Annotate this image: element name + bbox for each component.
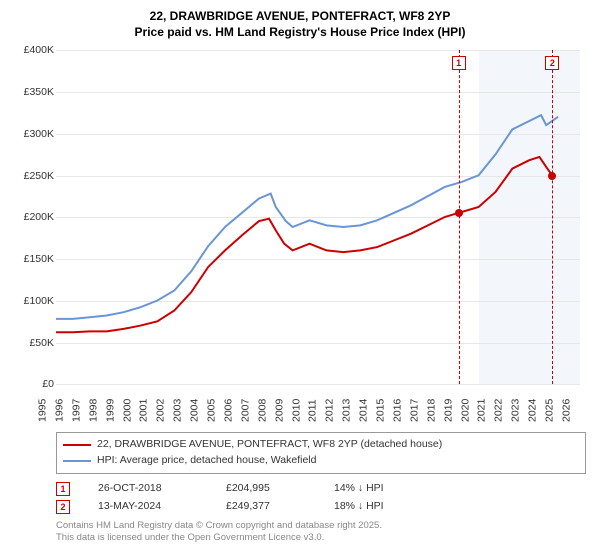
reference-line (552, 50, 553, 384)
legend-label: HPI: Average price, detached house, Wake… (97, 453, 316, 469)
x-tick-label: 2005 (205, 399, 217, 422)
x-tick-label: 2006 (222, 399, 234, 422)
legend-item: HPI: Average price, detached house, Wake… (63, 453, 579, 469)
y-tick-label: £250K (10, 170, 54, 182)
chart-area: £0 £50K £100K £150K £200K £250K £300K £350K £400… (10, 46, 590, 426)
transaction-row: 2 13-MAY-2024 £249,377 18% ↓ HPI (10, 498, 590, 516)
y-tick-label: £150K (10, 253, 54, 265)
plot-region: 12 (56, 50, 580, 384)
x-tick-label: 2021 (476, 399, 488, 422)
marker-badge: 1 (452, 56, 466, 70)
x-tick-label: 2010 (290, 399, 302, 422)
x-tick-label: 2001 (138, 399, 150, 422)
transaction-delta: 18% ↓ HPI (334, 498, 384, 516)
y-tick-label: £50K (10, 337, 54, 349)
x-tick-label: 2013 (341, 399, 353, 422)
x-tick-label: 2008 (256, 399, 268, 422)
series-hpi (56, 116, 558, 320)
x-tick-label: 2023 (510, 399, 522, 422)
title-line-1: 22, DRAWBRIDGE AVENUE, PONTEFRACT, WF8 2… (10, 8, 590, 24)
x-tick-label: 2014 (357, 399, 369, 422)
transaction-price: £204,995 (226, 480, 306, 498)
transaction-price: £249,377 (226, 498, 306, 516)
x-tick-label: 2015 (374, 399, 386, 422)
transaction-badge: 1 (56, 482, 70, 496)
x-tick-label: 2002 (155, 399, 167, 422)
x-tick-label: 2024 (527, 399, 539, 422)
marker-dot (548, 172, 556, 180)
x-tick-label: 2019 (442, 399, 454, 422)
x-tick-label: 2000 (121, 399, 133, 422)
x-tick-label: 2020 (459, 399, 471, 422)
marker-dot (455, 209, 463, 217)
footnote-line-1: Contains HM Land Registry data © Crown c… (56, 520, 590, 532)
transaction-date: 13-MAY-2024 (98, 498, 198, 516)
x-tick-label: 1996 (53, 399, 65, 422)
transaction-delta: 14% ↓ HPI (334, 480, 384, 498)
x-tick-label: 2026 (560, 399, 572, 422)
transaction-badge: 2 (56, 500, 70, 514)
bottom-panel: 22, DRAWBRIDGE AVENUE, PONTEFRACT, WF8 2… (10, 432, 590, 544)
y-tick-label: £400K (10, 44, 54, 56)
line-series-svg (56, 50, 580, 384)
x-tick-label: 2022 (493, 399, 505, 422)
series-property (56, 157, 552, 332)
y-tick-label: £350K (10, 86, 54, 98)
x-tick-label: 2012 (324, 399, 336, 422)
x-tick-label: 2011 (307, 400, 319, 423)
x-tick-label: 2018 (425, 399, 437, 422)
legend-swatch (63, 444, 91, 446)
x-tick-label: 1998 (87, 399, 99, 422)
legend-swatch (63, 460, 91, 462)
reference-line (459, 50, 460, 384)
x-tick-label: 2025 (543, 399, 555, 422)
title-line-2: Price paid vs. HM Land Registry's House … (10, 24, 590, 40)
x-tick-label: 1997 (70, 399, 82, 422)
x-tick-label: 2017 (408, 399, 420, 422)
marker-badge: 2 (545, 56, 559, 70)
y-tick-label: £200K (10, 211, 54, 223)
x-tick-label: 2003 (172, 399, 184, 422)
footnote: Contains HM Land Registry data © Crown c… (10, 520, 590, 545)
x-tick-label: 2004 (188, 399, 200, 422)
y-tick-label: £0 (10, 378, 54, 390)
y-tick-label: £300K (10, 128, 54, 140)
footnote-line-2: This data is licensed under the Open Gov… (56, 532, 590, 544)
x-tick-label: 1995 (36, 399, 48, 422)
gridline (56, 384, 580, 385)
x-tick-label: 2009 (273, 399, 285, 422)
chart-title-block: 22, DRAWBRIDGE AVENUE, PONTEFRACT, WF8 2… (10, 8, 590, 40)
y-tick-label: £100K (10, 295, 54, 307)
legend-item: 22, DRAWBRIDGE AVENUE, PONTEFRACT, WF8 2… (63, 437, 579, 453)
transaction-date: 26-OCT-2018 (98, 480, 198, 498)
x-tick-label: 1999 (104, 399, 116, 422)
transaction-row: 1 26-OCT-2018 £204,995 14% ↓ HPI (10, 480, 590, 498)
transaction-rows: 1 26-OCT-2018 £204,995 14% ↓ HPI 2 13-MAY-202… (10, 480, 590, 516)
legend-box: 22, DRAWBRIDGE AVENUE, PONTEFRACT, WF8 2… (56, 432, 586, 474)
x-tick-label: 2007 (239, 399, 251, 422)
x-tick-label: 2016 (391, 399, 403, 422)
legend-label: 22, DRAWBRIDGE AVENUE, PONTEFRACT, WF8 2… (97, 437, 442, 453)
